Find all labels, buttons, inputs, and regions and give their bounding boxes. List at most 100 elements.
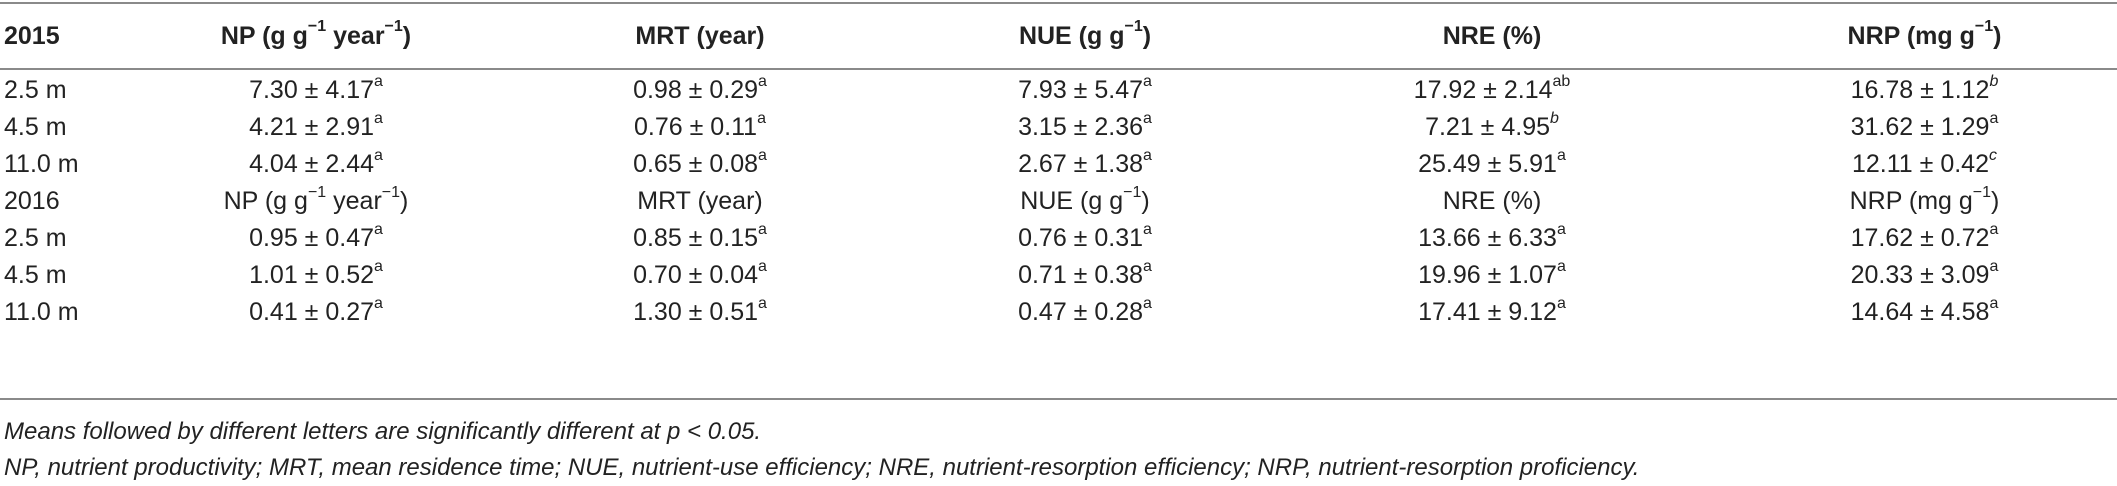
abbreviations-note: NP, nutrient productivity; MRT, mean res… xyxy=(4,454,1640,481)
subheader-col-4: NRP (mg g−1) xyxy=(1732,183,2117,220)
table-cell: 4.04 ± 2.44a xyxy=(150,146,482,183)
significance-letter: a xyxy=(1556,146,1566,164)
table-cell: 14.64 ± 4.58a xyxy=(1732,294,2117,331)
table-cell: 31.62 ± 1.29a xyxy=(1732,109,2117,146)
significance-letter: a xyxy=(374,220,383,238)
table-cell: 1.30 ± 0.51a xyxy=(482,294,918,331)
significance-letter: b xyxy=(1989,72,1999,90)
table-cell: 1.01 ± 0.52a xyxy=(150,257,482,294)
significance-letter: a xyxy=(758,294,767,312)
cell-value: 1.01 ± 0.52 xyxy=(249,261,375,289)
significance-letter: a xyxy=(1989,109,1999,127)
cell-value: 0.65 ± 0.08 xyxy=(633,150,759,178)
significance-letter: a xyxy=(1143,72,1152,90)
cell-value: 12.11 ± 0.42 xyxy=(1852,150,1989,178)
header-rule xyxy=(0,68,2117,70)
cell-value: 0.76 ± 0.11 xyxy=(634,113,758,141)
bottom-rule xyxy=(0,398,2117,400)
significance-letter: a xyxy=(374,109,383,127)
significance-letter: a xyxy=(1143,220,1152,238)
col-heading-text: NRP (mg g xyxy=(1847,21,1975,50)
table-cell: 12.11 ± 0.42c xyxy=(1732,146,2117,183)
table-cell: 17.41 ± 9.12a xyxy=(1252,294,1732,331)
col-heading-close: ) xyxy=(400,187,409,215)
cell-value: 0.76 ± 0.31 xyxy=(1018,224,1144,252)
table-row: 4.5 m 1.01 ± 0.52a 0.70 ± 0.04a 0.71 ± 0.38… xyxy=(0,257,2117,294)
col-heading-close: ) xyxy=(1991,187,2000,215)
cell-value: 0.70 ± 0.04 xyxy=(633,261,759,289)
significance-letter: a xyxy=(1989,294,1999,312)
table-cell: 0.76 ± 0.31a xyxy=(918,220,1252,257)
col-heading-exponent-2: −1 xyxy=(384,18,403,36)
significance-note: Means followed by different letters are … xyxy=(4,418,762,445)
significance-letter: a xyxy=(758,257,767,275)
row-label: 2.5 m xyxy=(4,76,67,104)
col-heading-text: NP (g g xyxy=(220,21,308,50)
table-cell: 0.85 ± 0.15a xyxy=(482,220,918,257)
cell-value: 17.62 ± 0.72 xyxy=(1850,224,1990,252)
top-rule xyxy=(0,2,2117,4)
cell-value: 2.67 ± 1.38 xyxy=(1018,150,1144,178)
subheader-row: 2016 NP (g g−1 year−1) MRT (year) NUE (g g−… xyxy=(0,183,2117,220)
cell-value: 14.64 ± 4.58 xyxy=(1850,298,1990,326)
table-row: 2.5 m 7.30 ± 4.17a 0.98 ± 0.29a 7.93 ± 5.47… xyxy=(0,68,2117,109)
significance-letter: a xyxy=(1989,257,1999,275)
table-row: 2.5 m 0.95 ± 0.47a 0.85 ± 0.15a 0.76 ± 0.31… xyxy=(0,220,2117,257)
col-heading-text: NRE (%) xyxy=(1442,21,1542,50)
table-cell: 3.15 ± 2.36a xyxy=(918,109,1252,146)
col-heading-text: NUE (g g xyxy=(1020,187,1124,215)
cell-value: 0.47 ± 0.28 xyxy=(1018,298,1144,326)
significance-letter: a xyxy=(374,294,383,312)
data-table: 2015 NP (g g−1 year−1) MRT (year) NUE (g g−… xyxy=(0,4,2117,331)
significance-letter: a xyxy=(374,257,383,275)
table-cell: 13.66 ± 6.33a xyxy=(1252,220,1732,257)
col-heading-exponent: −1 xyxy=(307,18,327,36)
table-cell: 0.65 ± 0.08a xyxy=(482,146,918,183)
cell-value: 7.30 ± 4.17 xyxy=(249,76,375,104)
header-col-3: NRE (%) xyxy=(1252,4,1732,68)
table-cell: 0.95 ± 0.47a xyxy=(150,220,482,257)
col-heading-text: NP (g g xyxy=(223,187,308,215)
col-heading-close: ) xyxy=(402,21,412,50)
significance-letter: a xyxy=(758,146,767,164)
col-heading-close: ) xyxy=(1993,21,2002,50)
cell-value: 0.98 ± 0.29 xyxy=(633,76,759,104)
col-heading-text: MRT (year) xyxy=(637,187,763,215)
col-heading-exponent: −1 xyxy=(1974,18,1994,36)
table-row: 4.5 m 4.21 ± 2.91a 0.76 ± 0.11a 3.15 ± 2.36… xyxy=(0,109,2117,146)
header-col-2: NUE (g g−1) xyxy=(918,4,1252,68)
cell-value: 7.21 ± 4.95 xyxy=(1425,113,1551,141)
cell-value: 13.66 ± 6.33 xyxy=(1418,224,1557,252)
significance-letter: a xyxy=(1989,220,1999,238)
table-cell: 4.21 ± 2.91a xyxy=(150,109,482,146)
significance-letter: a xyxy=(374,146,383,164)
col-heading-text: MRT (year) xyxy=(635,21,765,50)
significance-letter: a xyxy=(374,72,383,90)
significance-letter: a xyxy=(1556,220,1566,238)
col-heading-text: NUE (g g xyxy=(1018,21,1125,50)
significance-letter: a xyxy=(1143,257,1152,275)
table-cell: 0.47 ± 0.28a xyxy=(918,294,1252,331)
row-label: 11.0 m xyxy=(4,298,79,326)
table-cell: 25.49 ± 5.91a xyxy=(1252,146,1732,183)
row-label: 4.5 m xyxy=(4,261,67,289)
cell-value: 20.33 ± 3.09 xyxy=(1850,261,1990,289)
table-cell: 7.30 ± 4.17a xyxy=(150,68,482,109)
cell-value: 4.04 ± 2.44 xyxy=(249,150,375,178)
cell-value: 16.78 ± 1.12 xyxy=(1850,76,1990,104)
table-cell: 7.93 ± 5.47a xyxy=(918,68,1252,109)
cell-value: 3.15 ± 2.36 xyxy=(1018,113,1144,141)
significance-letter: ab xyxy=(1552,72,1571,90)
table-cell: 0.41 ± 0.27a xyxy=(150,294,482,331)
header-row: 2015 NP (g g−1 year−1) MRT (year) NUE (g g−… xyxy=(0,4,2117,68)
header-label: 2015 xyxy=(4,21,60,50)
col-heading-exponent: −1 xyxy=(1124,18,1143,36)
table-cell: 7.21 ± 4.95b xyxy=(1252,109,1732,146)
significance-letter: c xyxy=(1988,146,1997,164)
cell-value: 19.96 ± 1.07 xyxy=(1418,261,1557,289)
table-cell: 0.98 ± 0.29a xyxy=(482,68,918,109)
col-heading-exponent: −1 xyxy=(1972,183,1992,201)
subheader-label: 2016 xyxy=(4,187,60,215)
cell-value: 0.41 ± 0.27 xyxy=(249,298,375,326)
